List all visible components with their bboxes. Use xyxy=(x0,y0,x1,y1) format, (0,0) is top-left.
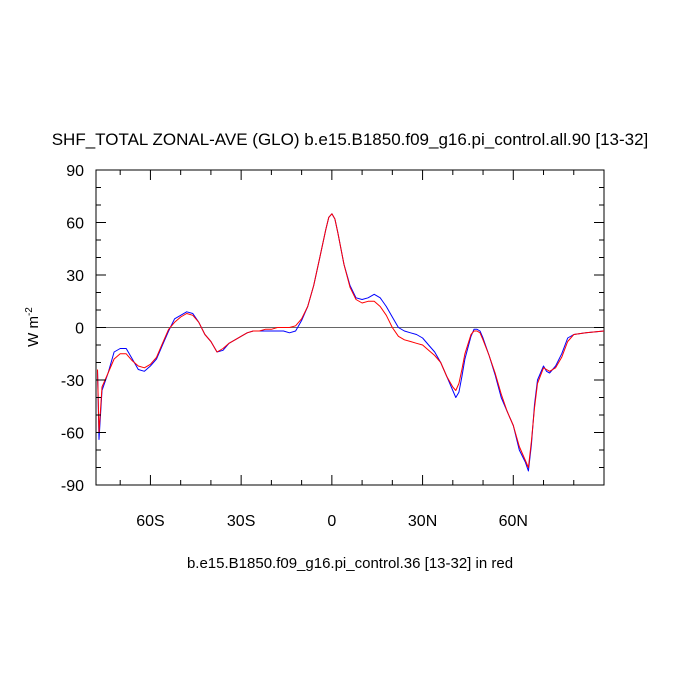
comparison-note: b.e15.B1850.f09_g16.pi_control.36 [13-32… xyxy=(187,555,513,572)
ticks-layer: 90 60 30 0 -30 -60 -90 60S 30S 0 30N 60N xyxy=(61,163,604,530)
x-tick-label: 30S xyxy=(227,513,255,530)
y-tick-label: 30 xyxy=(66,268,84,285)
plot-area: 90 60 30 0 -30 -60 -90 60S 30S 0 30N 60N xyxy=(61,163,605,530)
y-tick-label: 0 xyxy=(75,321,84,338)
y-tick-label: -90 xyxy=(61,478,84,495)
y-tick-label: 90 xyxy=(66,163,84,180)
x-tick-label: 30N xyxy=(408,513,437,530)
chart-title: SHF_TOTAL ZONAL-AVE (GLO) b.e15.B1850.f0… xyxy=(52,130,649,149)
y-tick-label: -60 xyxy=(61,426,84,443)
series-line-1 xyxy=(97,213,605,468)
x-tick-label: 60S xyxy=(136,513,164,530)
series-line-0 xyxy=(97,213,605,472)
series-layer xyxy=(97,213,605,472)
y-tick-label: 60 xyxy=(66,216,84,233)
x-tick-label: 0 xyxy=(327,513,336,530)
y-axis-label: W m-2 xyxy=(24,307,42,347)
svg-text:W m-2: W m-2 xyxy=(24,307,42,347)
x-tick-label: 60N xyxy=(499,513,528,530)
y-axis-label-exponent: -2 xyxy=(24,307,35,316)
y-axis-label-unit: W m xyxy=(25,316,42,347)
y-tick-label: -30 xyxy=(61,373,84,390)
